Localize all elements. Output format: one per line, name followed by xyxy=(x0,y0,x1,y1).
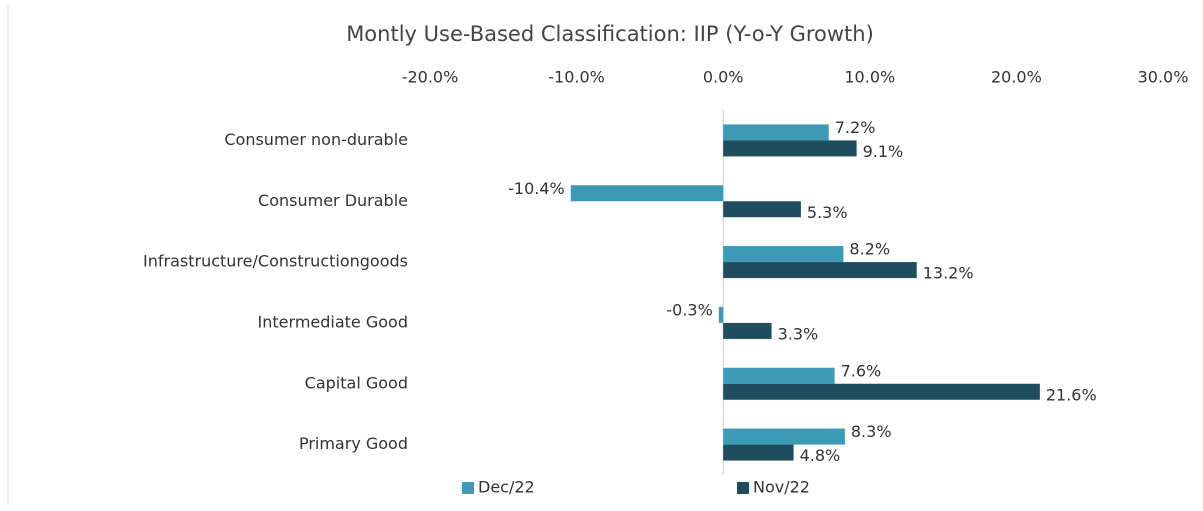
bar xyxy=(723,246,844,263)
data-label: 5.3% xyxy=(807,203,848,222)
data-label: 3.3% xyxy=(778,324,819,343)
x-tick-label: 30.0% xyxy=(1138,68,1189,87)
data-label: 7.6% xyxy=(841,361,882,380)
x-tick-label: 20.0% xyxy=(991,68,1042,87)
bar xyxy=(723,367,835,384)
x-tick-label: 10.0% xyxy=(844,68,895,87)
data-label: 13.2% xyxy=(923,264,974,283)
legend-label: Nov/22 xyxy=(753,478,810,497)
bar xyxy=(723,383,1040,400)
y-tick-label: Infrastructure/Constructiongoods xyxy=(143,252,408,271)
legend-swatch xyxy=(462,482,474,494)
data-label: -0.3% xyxy=(666,300,712,319)
bar xyxy=(723,201,801,218)
bar xyxy=(723,262,917,279)
y-tick-label: Consumer Durable xyxy=(258,191,408,210)
data-label: 8.3% xyxy=(851,422,892,441)
data-label: 4.8% xyxy=(800,446,841,465)
bar xyxy=(723,124,829,141)
data-label: 8.2% xyxy=(849,240,890,259)
legend-label: Dec/22 xyxy=(478,478,535,497)
y-tick-label: Primary Good xyxy=(299,434,408,453)
bar xyxy=(723,322,772,339)
bar xyxy=(718,306,724,323)
legend-swatch xyxy=(737,482,749,494)
x-tick-label: -10.0% xyxy=(548,68,605,87)
y-tick-label: Consumer non-durable xyxy=(224,130,408,149)
data-label: 7.2% xyxy=(835,118,876,137)
data-label: 9.1% xyxy=(863,142,904,161)
bar xyxy=(570,185,724,202)
y-tick-label: Intermediate Good xyxy=(258,312,408,331)
chart-title: Montly Use-Based Classification: IIP (Y-… xyxy=(346,22,874,46)
bar xyxy=(723,140,857,157)
data-label: 21.6% xyxy=(1046,385,1097,404)
x-tick-label: 0.0% xyxy=(703,68,744,87)
bar xyxy=(723,444,794,461)
data-label: -10.4% xyxy=(508,179,565,198)
y-tick-label: Capital Good xyxy=(305,373,408,392)
bar xyxy=(723,428,845,445)
x-tick-label: -20.0% xyxy=(402,68,459,87)
